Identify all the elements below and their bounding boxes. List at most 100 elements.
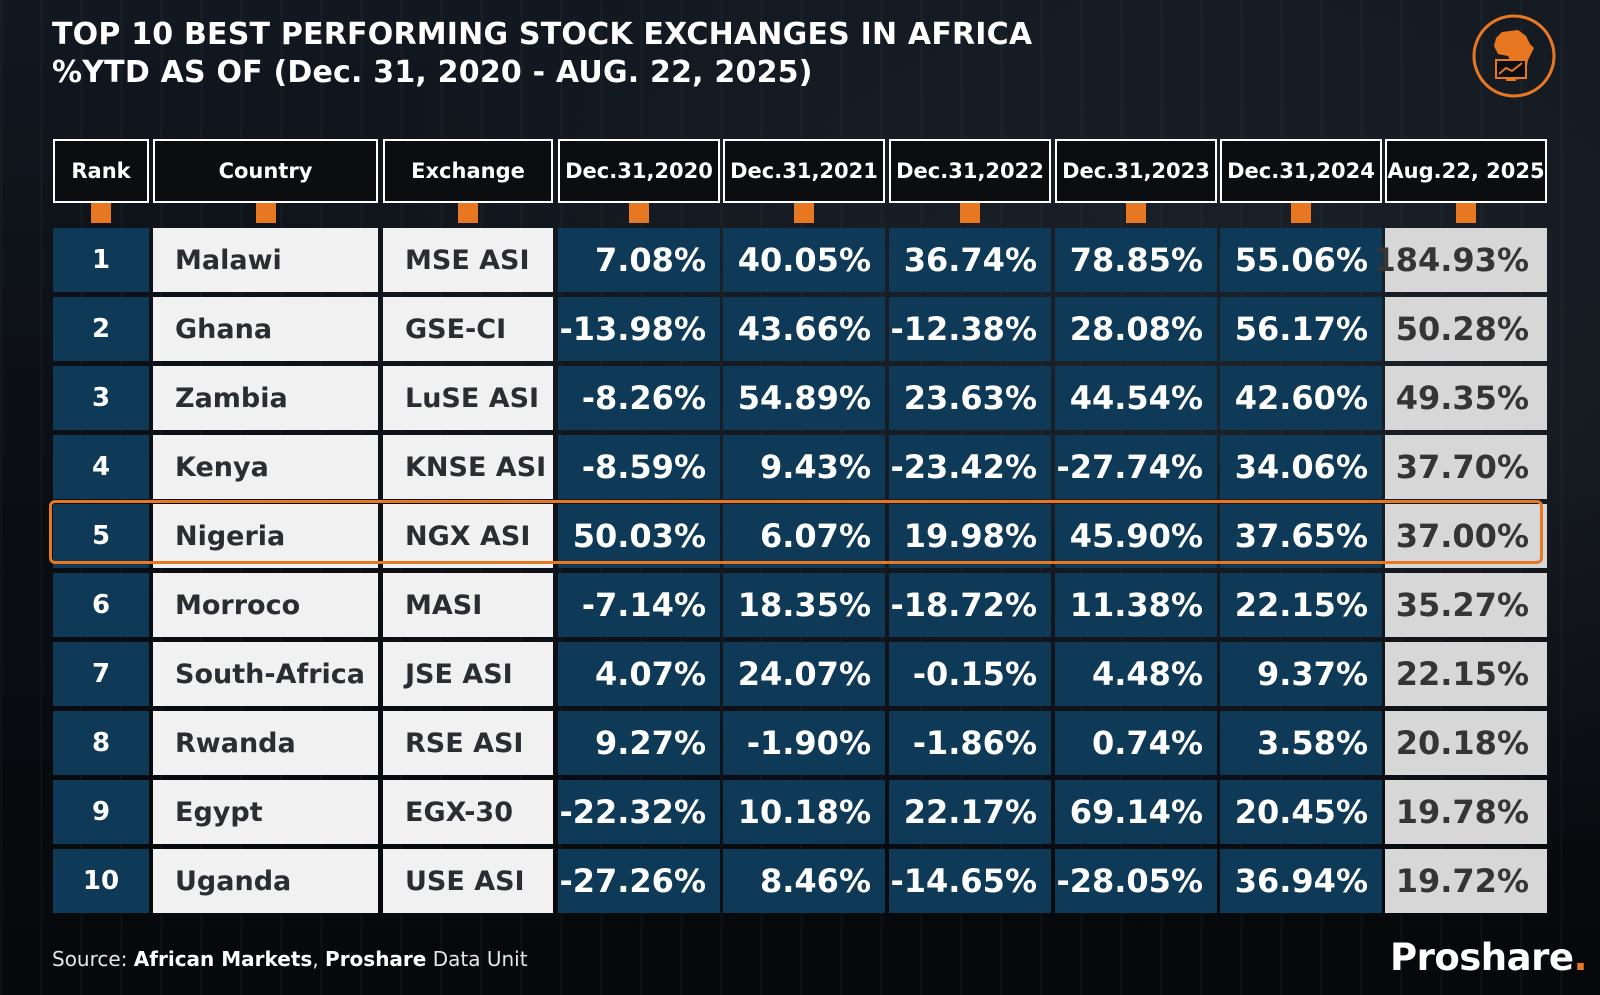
cell-uganda-country: Uganda — [153, 849, 378, 913]
cell-zambia-rank: 3 — [53, 366, 149, 430]
cell-kenya-dec-31-2024: 34.06% — [1220, 435, 1382, 499]
cell-ghana-exchange: GSE-CI — [383, 297, 553, 361]
nigeria-row-highlight — [49, 500, 1543, 564]
cell-ghana-aug-22-2025: 50.28% — [1385, 297, 1547, 361]
cell-zambia-dec-31-2021: 54.89% — [723, 366, 885, 430]
cell-rwanda-dec-31-2021: -1.90% — [723, 711, 885, 775]
cell-uganda-dec-31-2022: -14.65% — [889, 849, 1051, 913]
cell-kenya-dec-31-2022: -23.42% — [889, 435, 1051, 499]
cell-egypt-aug-22-2025: 19.78% — [1385, 780, 1547, 844]
cell-ghana-dec-31-2024: 56.17% — [1220, 297, 1382, 361]
header-connector-tab — [1291, 203, 1311, 223]
cell-malawi-dec-31-2021: 40.05% — [723, 228, 885, 292]
cell-malawi-dec-31-2022: 36.74% — [889, 228, 1051, 292]
header-connector-tab — [960, 203, 980, 223]
cell-morroco-exchange: MASI — [383, 573, 553, 637]
cell-uganda-dec-31-2020: -27.26% — [558, 849, 720, 913]
cell-uganda-dec-31-2024: 36.94% — [1220, 849, 1382, 913]
header-connector-tab — [458, 203, 478, 223]
column-header-exchange: Exchange — [383, 139, 553, 203]
column-header-aug-22-2025: Aug.22, 2025 — [1385, 139, 1547, 203]
cell-uganda-dec-31-2021: 8.46% — [723, 849, 885, 913]
title-line-1: TOP 10 BEST PERFORMING STOCK EXCHANGES I… — [52, 17, 1033, 52]
page-title: TOP 10 BEST PERFORMING STOCK EXCHANGES I… — [52, 16, 1032, 92]
cell-morroco-dec-31-2020: -7.14% — [558, 573, 720, 637]
source-african-markets: African Markets — [133, 947, 313, 971]
brand-dot: . — [1573, 936, 1588, 979]
cell-egypt-country: Egypt — [153, 780, 378, 844]
cell-kenya-exchange: KNSE ASI — [383, 435, 553, 499]
cell-morroco-aug-22-2025: 35.27% — [1385, 573, 1547, 637]
cell-nigeria-exchange: NGX ASI — [383, 504, 553, 568]
cell-zambia-dec-31-2024: 42.60% — [1220, 366, 1382, 430]
cell-uganda-rank: 10 — [53, 849, 149, 913]
cell-south-africa-aug-22-2025: 22.15% — [1385, 642, 1547, 706]
cell-malawi-exchange: MSE ASI — [383, 228, 553, 292]
cell-egypt-rank: 9 — [53, 780, 149, 844]
cell-malawi-country: Malawi — [153, 228, 378, 292]
cell-kenya-rank: 4 — [53, 435, 149, 499]
cell-south-africa-rank: 7 — [53, 642, 149, 706]
cell-zambia-country: Zambia — [153, 366, 378, 430]
cell-rwanda-dec-31-2020: 9.27% — [558, 711, 720, 775]
cell-nigeria-country: Nigeria — [153, 504, 378, 568]
africa-chart-icon — [1472, 14, 1556, 98]
column-header-dec-31-2023: Dec.31,2023 — [1055, 139, 1217, 203]
header-connector-tab — [1126, 203, 1146, 223]
cell-south-africa-dec-31-2020: 4.07% — [558, 642, 720, 706]
cell-uganda-aug-22-2025: 19.72% — [1385, 849, 1547, 913]
cell-ghana-dec-31-2022: -12.38% — [889, 297, 1051, 361]
cell-malawi-aug-22-2025: 184.93% — [1373, 228, 1547, 292]
cell-malawi-dec-31-2023: 78.85% — [1055, 228, 1217, 292]
cell-south-africa-country: South-Africa — [153, 642, 378, 706]
cell-rwanda-dec-31-2024: 3.58% — [1220, 711, 1382, 775]
cell-morroco-dec-31-2024: 22.15% — [1220, 573, 1382, 637]
cell-uganda-dec-31-2023: -28.05% — [1055, 849, 1217, 913]
cell-rwanda-exchange: RSE ASI — [383, 711, 553, 775]
cell-nigeria-dec-31-2021: 6.07% — [723, 504, 885, 568]
cell-kenya-dec-31-2023: -27.74% — [1055, 435, 1217, 499]
header-connector-tab — [255, 203, 276, 223]
cell-morroco-dec-31-2022: -18.72% — [889, 573, 1051, 637]
cell-ghana-dec-31-2021: 43.66% — [723, 297, 885, 361]
header-connector-tab — [1456, 203, 1476, 223]
cell-rwanda-dec-31-2022: -1.86% — [889, 711, 1051, 775]
cell-nigeria-aug-22-2025: 37.00% — [1385, 504, 1547, 568]
cell-ghana-country: Ghana — [153, 297, 378, 361]
cell-kenya-aug-22-2025: 37.70% — [1385, 435, 1547, 499]
source-data-unit: Data Unit — [426, 947, 528, 971]
brand-name: Proshare — [1390, 936, 1574, 979]
column-header-country: Country — [153, 139, 378, 203]
cell-malawi-dec-31-2024: 55.06% — [1220, 228, 1382, 292]
column-header-dec-31-2021: Dec.31,2021 — [723, 139, 885, 203]
source-separator: , — [312, 947, 326, 971]
cell-egypt-dec-31-2022: 22.17% — [889, 780, 1051, 844]
cell-rwanda-aug-22-2025: 20.18% — [1385, 711, 1547, 775]
cell-south-africa-exchange: JSE ASI — [383, 642, 553, 706]
cell-zambia-aug-22-2025: 49.35% — [1385, 366, 1547, 430]
cell-nigeria-dec-31-2024: 37.65% — [1220, 504, 1382, 568]
cell-south-africa-dec-31-2024: 9.37% — [1220, 642, 1382, 706]
proshare-logo: Proshare. — [1390, 936, 1588, 979]
cell-ghana-dec-31-2023: 28.08% — [1055, 297, 1217, 361]
column-header-dec-31-2020: Dec.31,2020 — [558, 139, 720, 203]
cell-morroco-dec-31-2021: 18.35% — [723, 573, 885, 637]
cell-morroco-dec-31-2023: 11.38% — [1055, 573, 1217, 637]
cell-ghana-dec-31-2020: -13.98% — [558, 297, 720, 361]
cell-nigeria-rank: 5 — [53, 504, 149, 568]
cell-malawi-rank: 1 — [53, 228, 149, 292]
column-header-dec-31-2024: Dec.31,2024 — [1220, 139, 1382, 203]
cell-zambia-exchange: LuSE ASI — [383, 366, 553, 430]
cell-nigeria-dec-31-2023: 45.90% — [1055, 504, 1217, 568]
cell-rwanda-dec-31-2023: 0.74% — [1055, 711, 1217, 775]
cell-kenya-dec-31-2021: 9.43% — [723, 435, 885, 499]
header-connector-tab — [794, 203, 814, 223]
cell-nigeria-dec-31-2022: 19.98% — [889, 504, 1051, 568]
cell-south-africa-dec-31-2022: -0.15% — [889, 642, 1051, 706]
cell-rwanda-rank: 8 — [53, 711, 149, 775]
source-note: Source: African Markets, Proshare Data U… — [52, 947, 528, 971]
cell-zambia-dec-31-2022: 23.63% — [889, 366, 1051, 430]
title-line-2: %YTD AS OF (Dec. 31, 2020 - AUG. 22, 202… — [52, 55, 813, 90]
cell-egypt-dec-31-2021: 10.18% — [723, 780, 885, 844]
cell-kenya-country: Kenya — [153, 435, 378, 499]
